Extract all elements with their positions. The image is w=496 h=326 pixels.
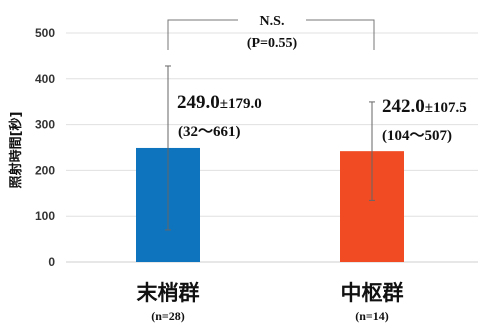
category-label-central: 中枢群 xyxy=(341,281,404,305)
central-mean-label: 242.0 xyxy=(382,96,425,117)
y-tick-label: 200 xyxy=(35,163,55,177)
category-label-peripheral: 末梢群 xyxy=(137,281,200,305)
central-sd-label: ±107.5 xyxy=(425,100,467,116)
y-tick-label: 500 xyxy=(35,26,55,40)
grid-lines xyxy=(66,32,478,263)
y-tick-label: 0 xyxy=(48,255,55,269)
annotation-central: 242.0±107.5 (104〜507) xyxy=(382,96,467,144)
svg-text:242.0±107.5: 242.0±107.5 xyxy=(382,96,467,117)
y-tick-label: 400 xyxy=(35,72,55,86)
y-axis-ticks: 0 100 200 300 400 500 xyxy=(35,26,55,269)
central-range-label: (104〜507) xyxy=(382,128,452,144)
error-bars xyxy=(165,65,375,231)
peripheral-sd-label: ±179.0 xyxy=(220,96,262,112)
significance-bracket: N.S. (P=0.55) xyxy=(167,14,375,51)
bars xyxy=(136,147,404,262)
peripheral-range-label: (32〜661) xyxy=(178,124,241,140)
y-tick-label: 100 xyxy=(35,209,55,223)
y-axis-label: 照射時間[秒] xyxy=(8,112,24,189)
p-value-label: (P=0.55) xyxy=(247,36,298,51)
bracket-line xyxy=(167,19,238,50)
bracket-line-right xyxy=(306,19,375,50)
category-n-central: (n=14) xyxy=(355,309,389,323)
annotation-peripheral: 249.0±179.0 (32〜661) xyxy=(177,92,262,140)
peripheral-mean-label: 249.0 xyxy=(177,92,220,113)
category-n-peripheral: (n=28) xyxy=(151,309,185,323)
svg-text:249.0±179.0: 249.0±179.0 xyxy=(177,92,262,113)
y-tick-label: 300 xyxy=(35,118,55,132)
significance-label: N.S. xyxy=(260,14,285,29)
